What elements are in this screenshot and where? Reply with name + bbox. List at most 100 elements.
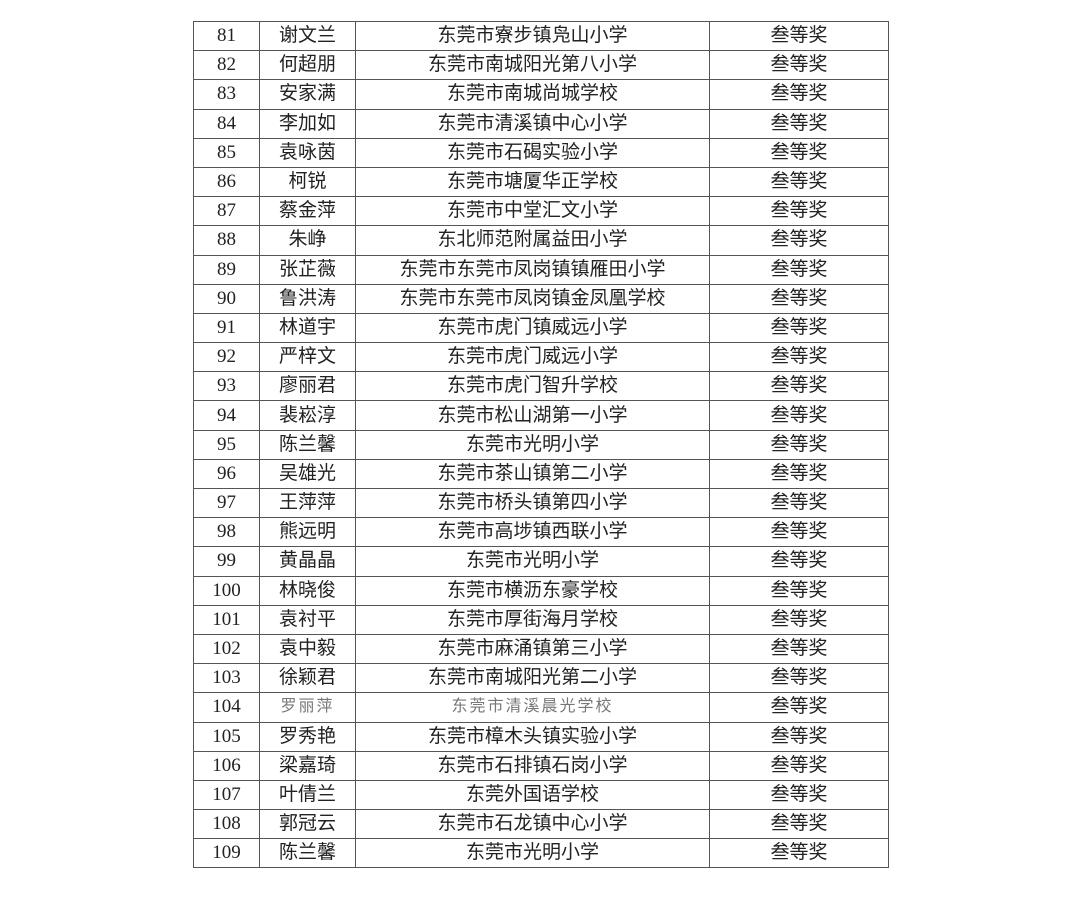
name-cell: 鲁洪涛 (259, 283, 356, 314)
name-cell: 吴雄光 (259, 458, 356, 490)
name-cell: 廖丽君 (259, 371, 356, 402)
table-row: 83 安家满 东莞市南城尚城学校 叁等奖 (193, 79, 889, 110)
name-cell: 柯锐 (259, 166, 356, 198)
school-cell: 东莞市石龙镇中心小学 (355, 809, 710, 840)
row-number-cell: 102 (193, 633, 260, 665)
school-cell: 东莞市石排镇石岗小学 (355, 750, 710, 781)
table-row: 107 叶倩兰 东莞外国语学校 叁等奖 (193, 779, 889, 811)
name-cell: 严梓文 (259, 342, 356, 373)
award-cell: 叁等奖 (709, 342, 889, 373)
school-cell: 东莞市东莞市凤岗镇金凤凰学校 (355, 283, 710, 314)
award-cell: 叁等奖 (709, 225, 889, 256)
table-row: 93 廖丽君 东莞市虎门智升学校 叁等奖 (193, 371, 889, 402)
row-number-cell: 88 (193, 225, 260, 256)
award-cell: 叁等奖 (709, 196, 889, 227)
award-cell: 叁等奖 (709, 166, 889, 198)
award-cell: 叁等奖 (709, 283, 889, 314)
school-cell: 东莞市中堂汇文小学 (355, 196, 710, 227)
row-number-cell: 96 (193, 458, 260, 490)
table-row: 109 陈兰馨 东莞市光明小学 叁等奖 (193, 838, 889, 869)
table-row: 88 朱峥 东北师范附属益田小学 叁等奖 (193, 225, 889, 256)
name-cell: 王萍萍 (259, 487, 356, 519)
school-cell: 东莞市南城阳光第二小学 (355, 663, 710, 694)
table-row: 81 谢文兰 东莞市寮步镇凫山小学 叁等奖 (193, 20, 889, 52)
name-cell: 李加如 (259, 108, 356, 139)
name-cell: 徐颖君 (259, 663, 356, 694)
name-cell: 郭冠云 (259, 809, 356, 840)
school-cell: 东莞市光明小学 (355, 429, 710, 460)
award-cell: 叁等奖 (709, 575, 889, 606)
school-cell: 东莞市南城尚城学校 (355, 79, 710, 110)
table-row: 100 林晓俊 东莞市横沥东豪学校 叁等奖 (193, 575, 889, 606)
table-row: 104 罗丽萍 东莞市清溪晨光学校 叁等奖 (193, 692, 889, 723)
award-cell: 叁等奖 (709, 604, 889, 635)
name-cell: 谢文兰 (259, 20, 356, 52)
school-cell: 东莞市松山湖第一小学 (355, 400, 710, 431)
table-row: 91 林道宇 东莞市虎门镇威远小学 叁等奖 (193, 312, 889, 344)
table-row: 98 熊远明 东莞市高埗镇西联小学 叁等奖 (193, 517, 889, 548)
school-cell: 东莞市光明小学 (355, 838, 710, 869)
row-number-cell: 84 (193, 108, 260, 139)
name-cell: 梁嘉琦 (259, 750, 356, 781)
school-cell: 东莞市南城阳光第八小学 (355, 50, 710, 81)
table-row: 86 柯锐 东莞市塘厦华正学校 叁等奖 (193, 166, 889, 198)
name-cell: 张芷薇 (259, 254, 356, 285)
school-cell: 东莞市清溪晨光学校 (355, 692, 710, 723)
name-cell: 袁中毅 (259, 633, 356, 665)
row-number-cell: 104 (193, 692, 260, 723)
award-cell: 叁等奖 (709, 692, 889, 723)
name-cell: 罗丽萍 (259, 692, 356, 723)
name-cell: 林道宇 (259, 312, 356, 344)
school-cell: 东莞市麻涌镇第三小学 (355, 633, 710, 665)
table-row: 89 张芷薇 东莞市东莞市凤岗镇镇雁田小学 叁等奖 (193, 254, 889, 285)
name-cell: 袁衬平 (259, 604, 356, 635)
award-cell: 叁等奖 (709, 79, 889, 110)
row-number-cell: 92 (193, 342, 260, 373)
school-cell: 东莞市虎门镇威远小学 (355, 312, 710, 344)
name-cell: 裴崧淳 (259, 400, 356, 431)
award-cell: 叁等奖 (709, 429, 889, 460)
row-number-cell: 83 (193, 79, 260, 110)
award-cell: 叁等奖 (709, 137, 889, 168)
name-cell: 熊远明 (259, 517, 356, 548)
school-cell: 东莞市塘厦华正学校 (355, 166, 710, 198)
row-number-cell: 94 (193, 400, 260, 431)
table-row: 82 何超朋 东莞市南城阳光第八小学 叁等奖 (193, 50, 889, 81)
table-row: 108 郭冠云 东莞市石龙镇中心小学 叁等奖 (193, 809, 889, 840)
row-number-cell: 101 (193, 604, 260, 635)
school-cell: 东莞市桥头镇第四小学 (355, 487, 710, 519)
row-number-cell: 90 (193, 283, 260, 314)
name-cell: 叶倩兰 (259, 779, 356, 811)
table-row: 102 袁中毅 东莞市麻涌镇第三小学 叁等奖 (193, 633, 889, 665)
award-table-body: 81 谢文兰 东莞市寮步镇凫山小学 叁等奖 82 何超朋 东莞市南城阳光第八小学 叁等奖 83 安… (193, 20, 889, 869)
school-cell: 东莞市虎门智升学校 (355, 371, 710, 402)
name-cell: 安家满 (259, 79, 356, 110)
award-cell: 叁等奖 (709, 400, 889, 431)
table-row: 103 徐颖君 东莞市南城阳光第二小学 叁等奖 (193, 663, 889, 694)
name-cell: 袁咏茵 (259, 137, 356, 168)
table-row: 92 严梓文 东莞市虎门威远小学 叁等奖 (193, 342, 889, 373)
school-cell: 东莞市高埗镇西联小学 (355, 517, 710, 548)
award-cell: 叁等奖 (709, 779, 889, 811)
award-cell: 叁等奖 (709, 254, 889, 285)
name-cell: 林晓俊 (259, 575, 356, 606)
row-number-cell: 100 (193, 575, 260, 606)
row-number-cell: 89 (193, 254, 260, 285)
school-cell: 东莞市石碣实验小学 (355, 137, 710, 168)
school-cell: 东莞市茶山镇第二小学 (355, 458, 710, 490)
name-cell: 陈兰馨 (259, 429, 356, 460)
school-cell: 东莞市樟木头镇实验小学 (355, 721, 710, 752)
table-row: 97 王萍萍 东莞市桥头镇第四小学 叁等奖 (193, 487, 889, 519)
school-cell: 东莞市厚街海月学校 (355, 604, 710, 635)
row-number-cell: 91 (193, 312, 260, 344)
table-row: 95 陈兰馨 东莞市光明小学 叁等奖 (193, 429, 889, 460)
table-row: 85 袁咏茵 东莞市石碣实验小学 叁等奖 (193, 137, 889, 168)
school-cell: 东北师范附属益田小学 (355, 225, 710, 256)
row-number-cell: 103 (193, 663, 260, 694)
row-number-cell: 98 (193, 517, 260, 548)
award-cell: 叁等奖 (709, 546, 889, 577)
school-cell: 东莞市东莞市凤岗镇镇雁田小学 (355, 254, 710, 285)
school-cell: 东莞市虎门威远小学 (355, 342, 710, 373)
award-cell: 叁等奖 (709, 721, 889, 752)
table-row: 101 袁衬平 东莞市厚街海月学校 叁等奖 (193, 604, 889, 635)
